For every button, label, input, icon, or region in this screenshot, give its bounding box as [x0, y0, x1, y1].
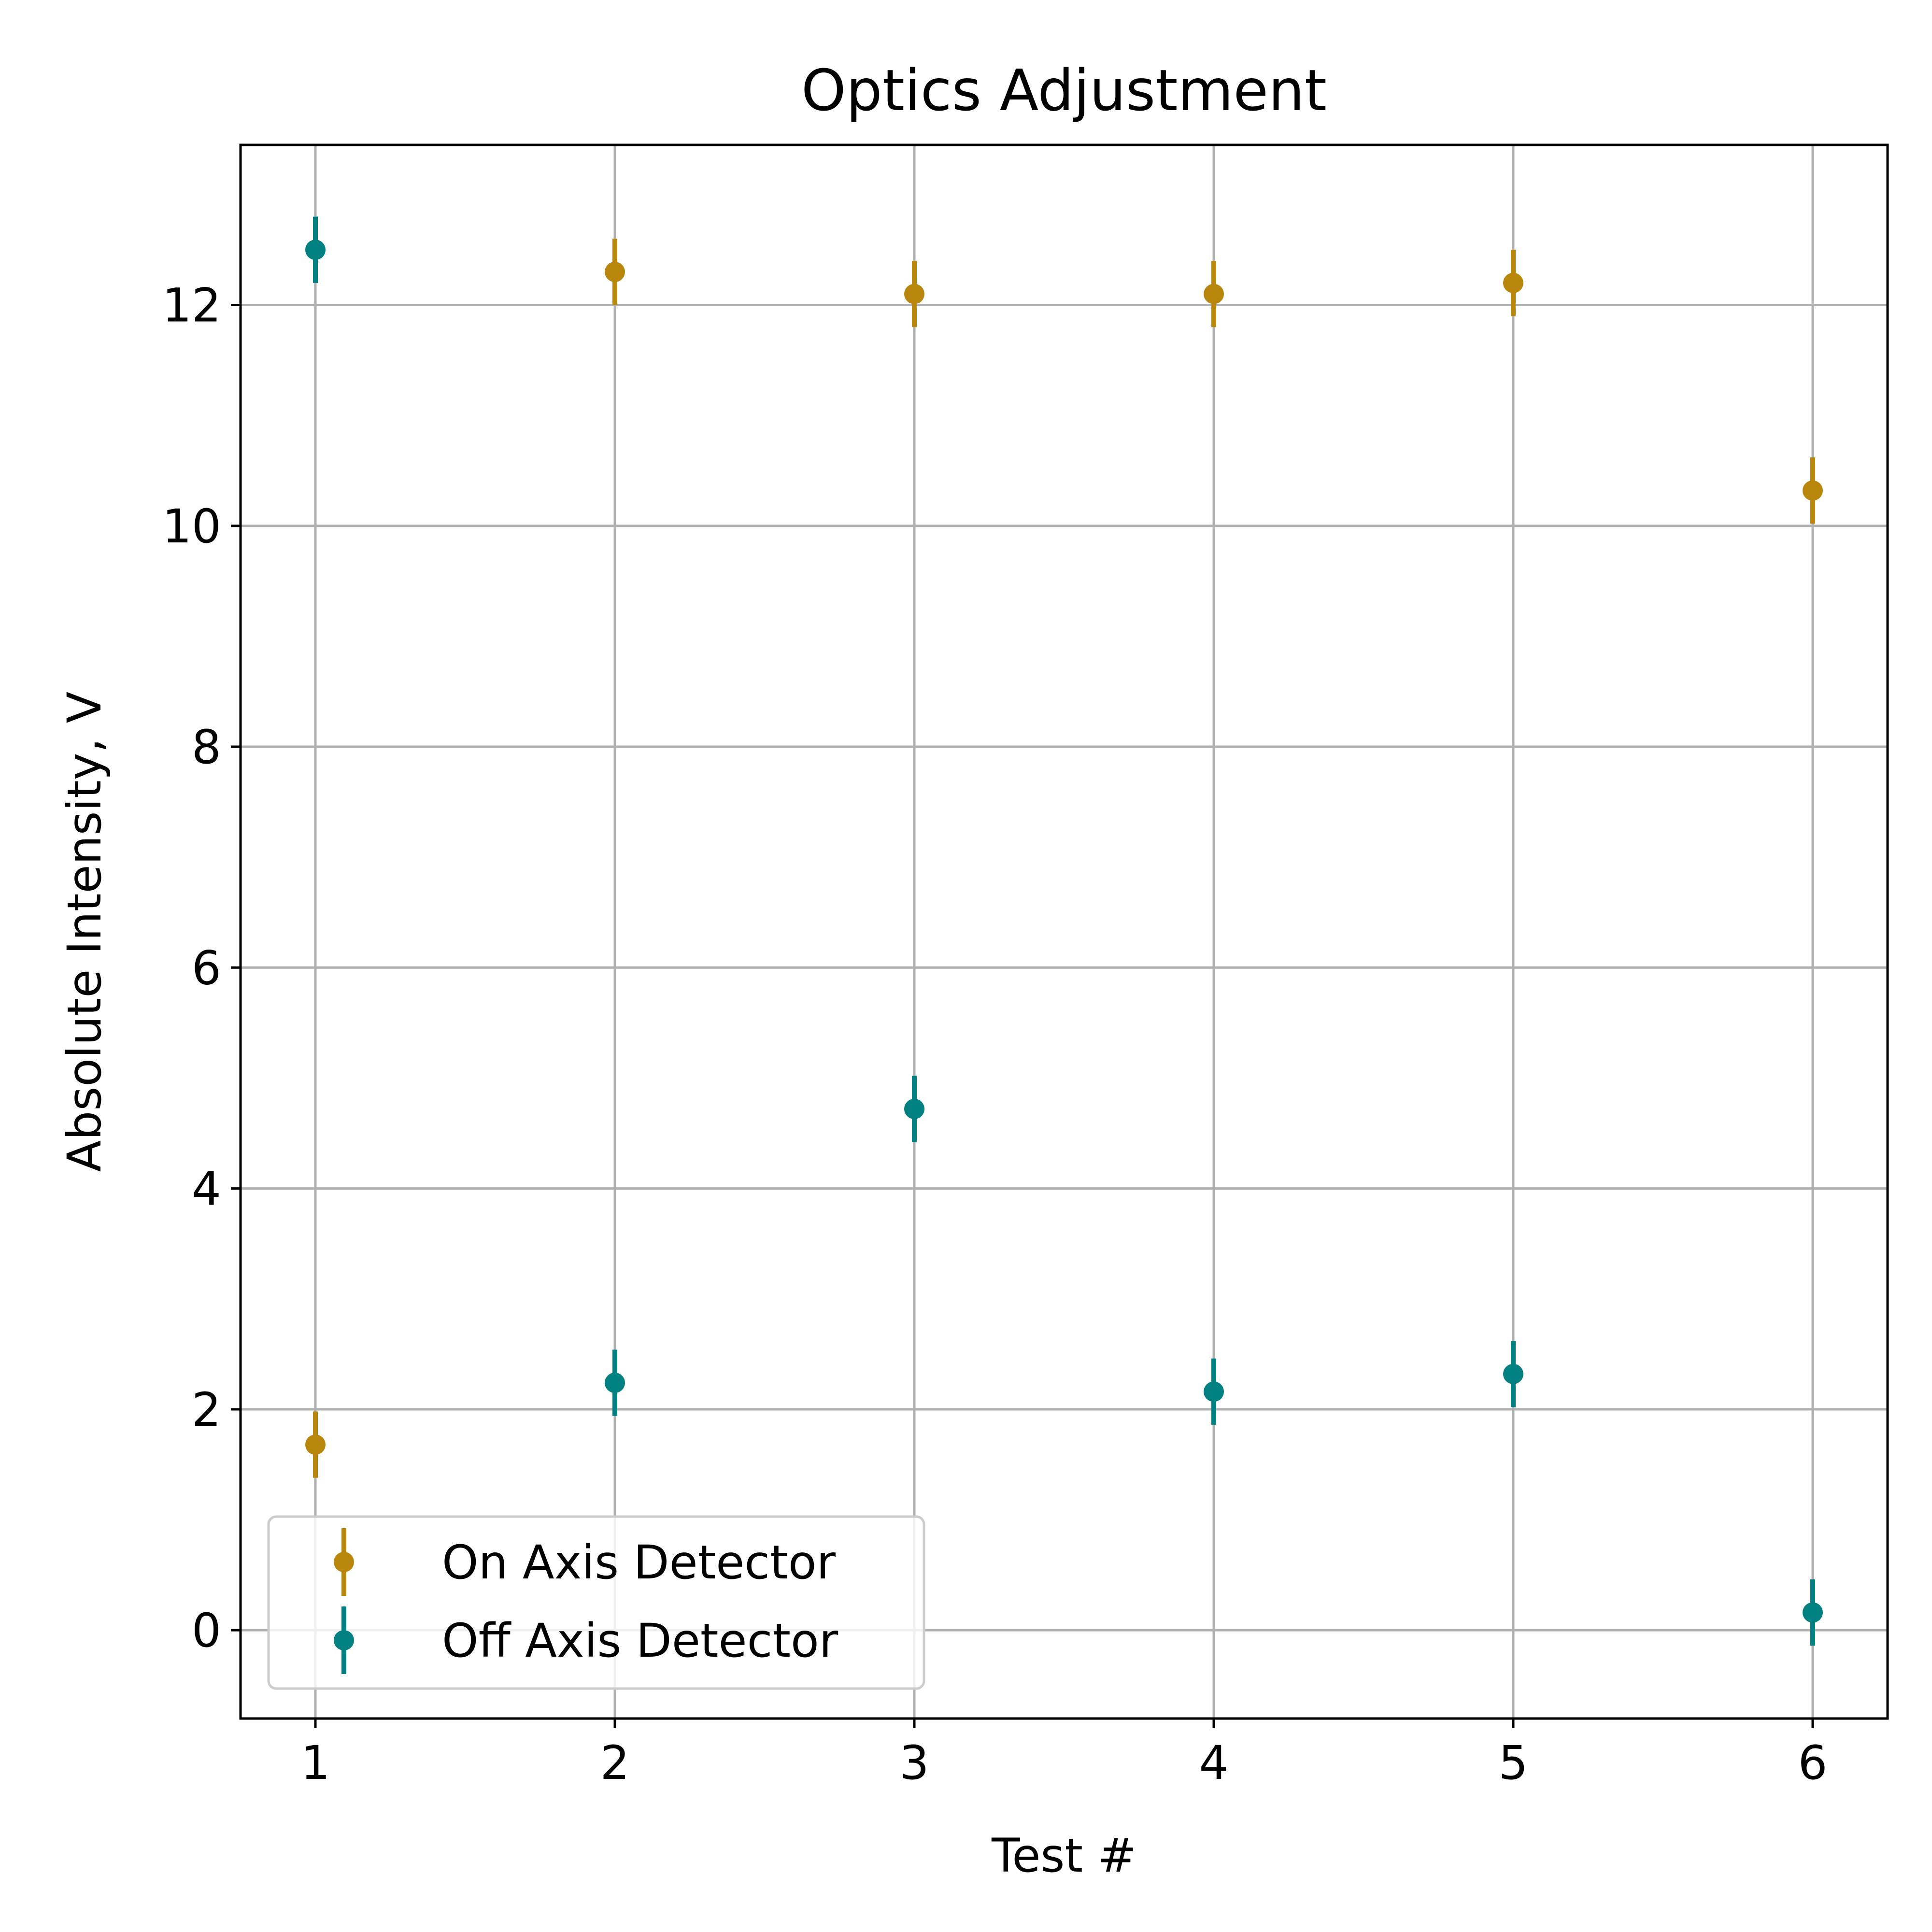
- y-tick-label: 4: [192, 1162, 221, 1216]
- series-1: [305, 239, 1823, 1478]
- y-tick-label: 10: [162, 499, 221, 554]
- y-tick-label: 8: [192, 720, 221, 774]
- data-point: [1503, 272, 1523, 293]
- x-tick-label: 2: [600, 1736, 629, 1790]
- data-point: [1803, 480, 1823, 501]
- data-point: [1803, 1602, 1823, 1623]
- x-tick-label: 5: [1498, 1736, 1528, 1790]
- data-point: [305, 1434, 326, 1455]
- data-point: [305, 240, 326, 260]
- legend-marker: [334, 1552, 354, 1572]
- y-axis-label: Absolute Intensity, V: [57, 692, 112, 1172]
- data-point: [904, 1098, 924, 1119]
- plot-frame: [239, 143, 1889, 1720]
- data-point: [605, 261, 625, 282]
- y-tick-label: 12: [162, 279, 221, 333]
- legend-label: Off Axis Detector: [442, 1614, 838, 1668]
- legend-label: On Axis Detector: [442, 1535, 836, 1590]
- data-layer: [305, 216, 1823, 1646]
- legend-marker: [334, 1630, 354, 1650]
- data-point: [1503, 1364, 1523, 1384]
- data-point: [904, 284, 924, 304]
- data-point: [605, 1372, 625, 1393]
- y-tick-label: 2: [192, 1383, 221, 1437]
- x-tick-label: 4: [1199, 1736, 1228, 1790]
- legend-box: [267, 1515, 925, 1690]
- x-tick-label: 6: [1798, 1736, 1827, 1790]
- y-tick-label: 0: [192, 1604, 221, 1658]
- legend: On Axis Detector Off Axis Detector: [267, 1515, 925, 1690]
- x-axis-label: Test #: [991, 1829, 1136, 1883]
- series-2: [305, 216, 1823, 1646]
- data-point: [1204, 284, 1224, 304]
- x-tick-label: 3: [899, 1736, 929, 1790]
- grid-layer: [241, 145, 1888, 1719]
- x-tick-label: 1: [300, 1736, 330, 1790]
- legend-entries: On Axis Detector Off Axis Detector: [334, 1528, 838, 1674]
- y-tick-label: 6: [192, 941, 221, 995]
- chart-title: Optics Adjustment: [801, 57, 1327, 124]
- data-point: [1204, 1381, 1224, 1402]
